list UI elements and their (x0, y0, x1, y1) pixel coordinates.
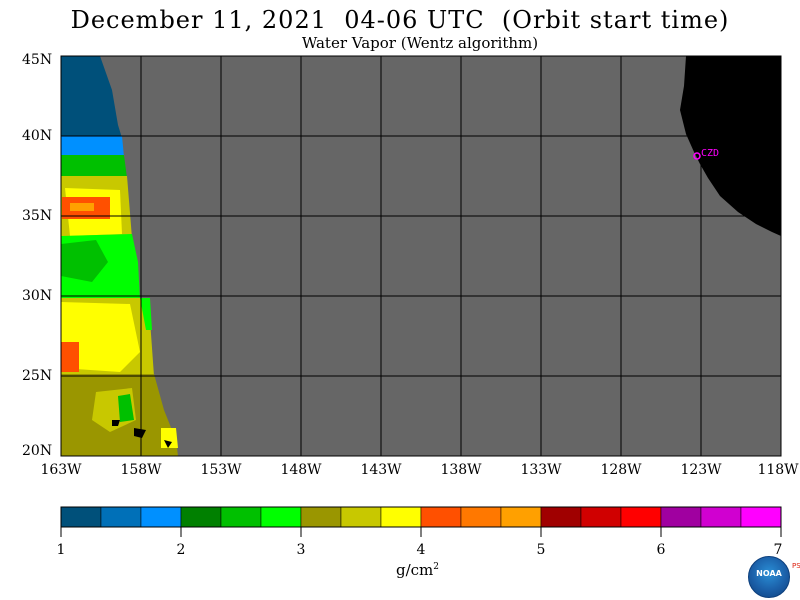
lat-label: 25N (22, 368, 52, 384)
colorbar-segment (60, 506, 102, 528)
colorbar-segment (500, 506, 542, 528)
colorbar-tick-label: 4 (417, 542, 426, 558)
graticule (60, 55, 782, 457)
lat-label: 40N (22, 128, 52, 144)
units-exponent: 2 (433, 562, 440, 572)
noaa-logo-text: NOAA (756, 569, 782, 578)
lat-label: 35N (22, 208, 52, 224)
psl-logo-text: PSL (792, 562, 800, 570)
colorbar-segment (460, 506, 502, 528)
colorbar-segment (420, 506, 462, 528)
data-swath (61, 56, 178, 456)
lon-label: 143W (360, 462, 402, 478)
colorbar-segment (380, 506, 422, 528)
colorbar-tick-label: 5 (537, 542, 546, 558)
map-subtitle: Water Vapor (Wentz algorithm) (301, 34, 539, 52)
colorbar-segment (100, 506, 142, 528)
colorbar-tick-label: 3 (297, 542, 306, 558)
units-base: g/cm (396, 561, 434, 579)
noaa-logo: NOAA (748, 556, 790, 598)
map-area (61, 56, 781, 456)
colorbar-tick-label: 7 (774, 542, 783, 558)
colorbar-segment (700, 506, 742, 528)
colorbar-segment (740, 506, 782, 528)
lon-label: 138W (440, 462, 482, 478)
colorbar-tick-label: 1 (57, 542, 66, 558)
lon-label: 133W (520, 462, 562, 478)
colorbar-segment (260, 506, 302, 528)
colorbar-segment (580, 506, 622, 528)
colorbar-segment (340, 506, 382, 528)
lat-label: 45N (22, 52, 52, 68)
lon-label: 153W (200, 462, 242, 478)
lat-label: 30N (22, 288, 52, 304)
colorbar-segment (220, 506, 262, 528)
station-label: CZD (701, 148, 719, 159)
colorbar-units: g/cm2 (396, 561, 439, 579)
map-title: December 11, 2021 04-06 UTC (Orbit start… (70, 6, 730, 34)
lon-label: 123W (680, 462, 722, 478)
colorbar-ticks: 1 2 3 4 5 6 7 (57, 542, 783, 558)
colorbar-segment (180, 506, 222, 528)
colorbar-tick-label: 2 (177, 542, 186, 558)
lat-labels: 45N 40N 35N 30N 25N 20N (22, 52, 52, 459)
colorbar-segment (540, 506, 582, 528)
lon-label: 148W (280, 462, 322, 478)
lon-label: 118W (757, 462, 799, 478)
station-czd: CZD (693, 148, 719, 160)
nodata-background (61, 56, 781, 456)
lon-label: 158W (120, 462, 162, 478)
colorbar-segment (620, 506, 662, 528)
lon-labels: 163W 158W 153W 148W 143W 138W 133W 128W … (40, 462, 799, 478)
station-marker (693, 152, 701, 160)
colorbar (60, 506, 782, 537)
lon-label: 128W (600, 462, 642, 478)
lat-label: 20N (22, 443, 52, 459)
colorbar-segment (140, 506, 182, 528)
lon-label: 163W (40, 462, 82, 478)
land-mass (680, 56, 781, 236)
colorbar-tick-label: 6 (657, 542, 666, 558)
colorbar-segment (300, 506, 342, 528)
colorbar-segment (660, 506, 702, 528)
